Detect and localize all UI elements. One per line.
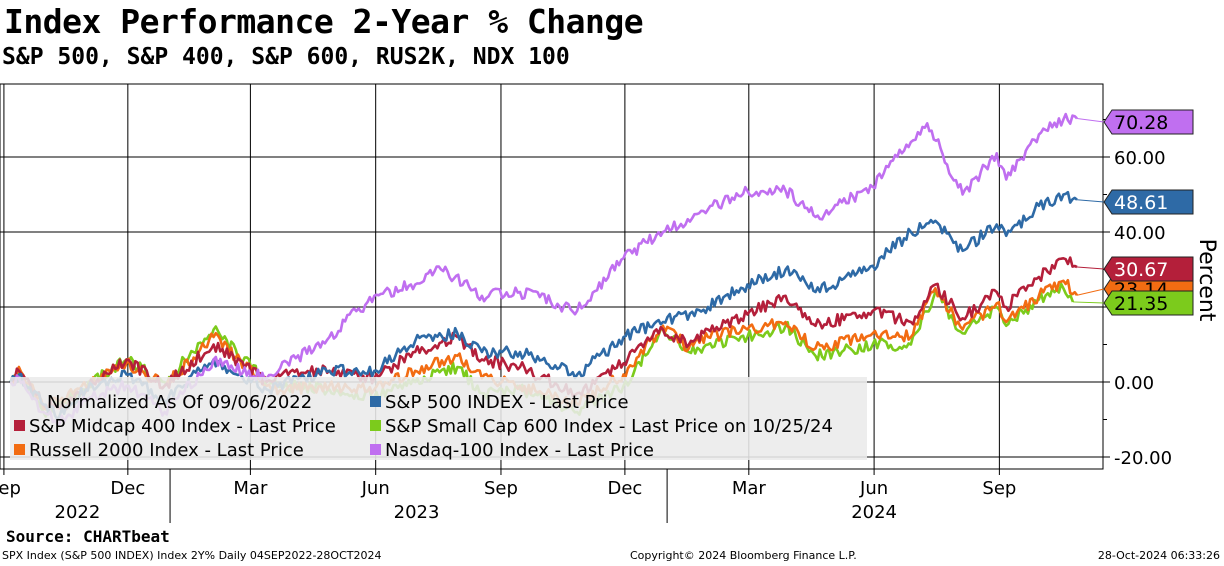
last-value-label-sp400: 30.67 [1114, 259, 1168, 281]
series-line-sp400 [9, 256, 1078, 411]
x-tick-label: Sep [0, 478, 21, 499]
legend-swatch-sp500 [370, 396, 381, 407]
y-axis: -20.00 0.00 40.00 60.00 [1103, 119, 1172, 469]
source-note: Source: CHARTbeat [6, 527, 170, 546]
legend-label-sp400: S&P Midcap 400 Index - Last Price [29, 416, 336, 437]
footer-copyright: Copyright© 2024 Bloomberg Finance L.P. [630, 549, 857, 562]
chart-title: Index Performance 2-Year % Change [4, 2, 644, 41]
chart-subtitle: S&P 500, S&P 400, S&P 600, RUS2K, NDX 10… [2, 44, 570, 70]
legend-title: Normalized As Of 09/06/2022 [47, 392, 312, 413]
footer-timestamp: 28-Oct-2024 06:33:26 [1097, 549, 1220, 562]
legend: Normalized As Of 09/06/2022 S&P 500 INDEX… [10, 377, 867, 461]
y-tick-label: 40.00 [1114, 223, 1166, 244]
last-value-label-ndx100: 70.28 [1114, 112, 1168, 134]
x-axis: Sep Dec Mar Jun Sep Dec Mar Jun Sep 2022 2023 2024 [0, 469, 1016, 523]
x-tick-label: Sep [982, 478, 1016, 499]
legend-label-sp600: S&P Small Cap 600 Index - Last Price on … [385, 416, 833, 437]
last-value-tag-ndx100 [1103, 109, 1194, 135]
x-tick-label: Mar [732, 478, 767, 499]
y-tick-label: 0.00 [1114, 373, 1154, 394]
legend-label-rus2k: Russell 2000 Index - Last Price [29, 440, 304, 461]
last-value-tag-sp600 [1103, 290, 1194, 316]
legend-swatch-ndx100 [370, 444, 381, 455]
legend-swatch-sp400 [14, 420, 25, 431]
footer-ticker-info: SPX Index (S&P 500 INDEX) Index 2Y% Dail… [2, 549, 382, 562]
x-tick-label: Jun [361, 478, 390, 499]
x-year-label: 2022 [55, 502, 101, 523]
last-value-label-sp600: 21.35 [1114, 293, 1168, 315]
last-value-tag-sp400 [1103, 256, 1194, 282]
last-value-leader-sp500 [1076, 199, 1105, 203]
last-value-leader-ndx100 [1076, 117, 1105, 123]
legend-box [10, 377, 867, 460]
x-tick-label: Mar [233, 478, 268, 499]
last-value-leader-rus2k [1076, 288, 1105, 296]
x-tick-label: Dec [110, 478, 145, 499]
x-tick-label: Sep [484, 478, 518, 499]
x-year-label: 2023 [394, 502, 440, 523]
legend-swatch-sp600 [370, 420, 381, 431]
legend-swatch-rus2k [14, 444, 25, 455]
legend-label-sp500: S&P 500 INDEX - Last Price [385, 392, 629, 413]
y-tick-label: 60.00 [1114, 148, 1166, 169]
x-tick-label: Dec [607, 478, 642, 499]
y-tick-label: -20.00 [1114, 448, 1172, 469]
last-value-leader-sp400 [1076, 266, 1105, 270]
x-year-label: 2024 [851, 502, 897, 523]
x-tick-label: Jun [859, 478, 888, 499]
legend-label-ndx100: Nasdaq-100 Index - Last Price [385, 440, 654, 461]
last-value-label-sp500: 48.61 [1114, 192, 1168, 214]
last-value-leader-sp600 [1072, 301, 1105, 304]
y-axis-label: Percent [1194, 239, 1219, 322]
last-value-tag-sp500 [1103, 189, 1194, 215]
